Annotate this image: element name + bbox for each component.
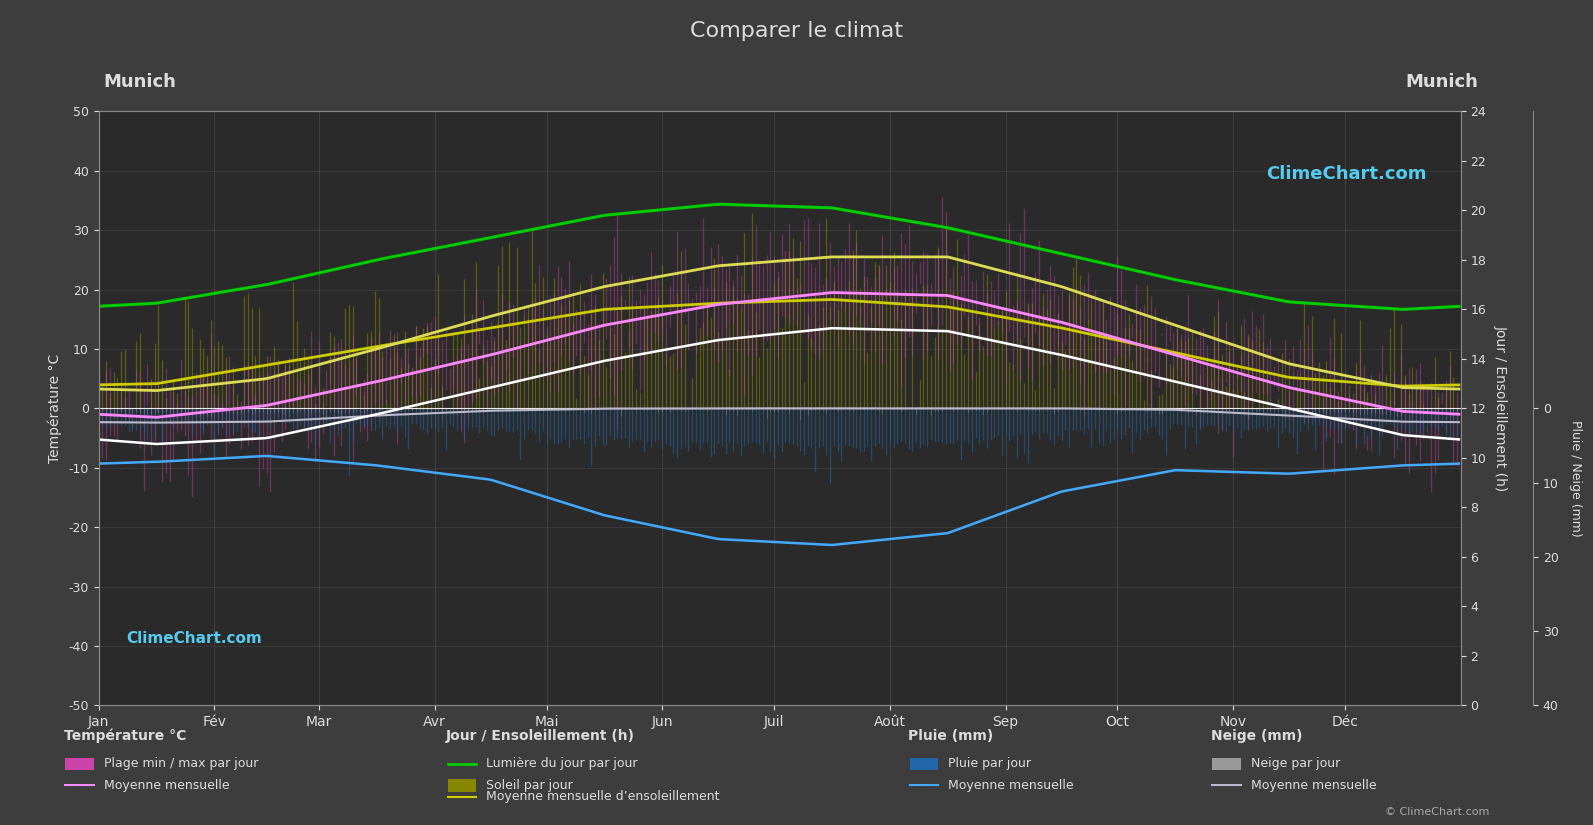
Text: Comparer le climat: Comparer le climat: [690, 21, 903, 40]
Text: Jour / Ensoleillement (h): Jour / Ensoleillement (h): [446, 729, 636, 743]
Text: Pluie par jour: Pluie par jour: [948, 757, 1031, 771]
Text: Lumière du jour par jour: Lumière du jour par jour: [486, 757, 637, 771]
Text: Moyenne mensuelle: Moyenne mensuelle: [1251, 779, 1376, 792]
Text: Munich: Munich: [104, 73, 177, 91]
Text: ClimeChart.com: ClimeChart.com: [126, 631, 261, 646]
Y-axis label: Température °C: Température °C: [48, 354, 62, 463]
Text: © ClimeChart.com: © ClimeChart.com: [1384, 807, 1489, 817]
Text: ClimeChart.com: ClimeChart.com: [1266, 165, 1427, 183]
Text: Neige par jour: Neige par jour: [1251, 757, 1340, 771]
Text: Pluie (mm): Pluie (mm): [908, 729, 994, 743]
Text: Température °C: Température °C: [64, 728, 186, 743]
Text: Moyenne mensuelle: Moyenne mensuelle: [104, 779, 229, 792]
Text: Neige (mm): Neige (mm): [1211, 729, 1301, 743]
Text: Soleil par jour: Soleil par jour: [486, 779, 572, 792]
Text: Moyenne mensuelle d’ensoleillement: Moyenne mensuelle d’ensoleillement: [486, 790, 720, 804]
Text: Pluie / Neige (mm): Pluie / Neige (mm): [1569, 420, 1582, 537]
Text: Moyenne mensuelle: Moyenne mensuelle: [948, 779, 1074, 792]
Bar: [1212, 757, 1241, 771]
Bar: [65, 757, 94, 771]
Text: Munich: Munich: [1405, 73, 1478, 91]
Text: Plage min / max par jour: Plage min / max par jour: [104, 757, 258, 771]
Y-axis label: Jour / Ensoleillement (h): Jour / Ensoleillement (h): [1493, 325, 1507, 492]
Bar: [910, 757, 938, 771]
Bar: [448, 779, 476, 792]
